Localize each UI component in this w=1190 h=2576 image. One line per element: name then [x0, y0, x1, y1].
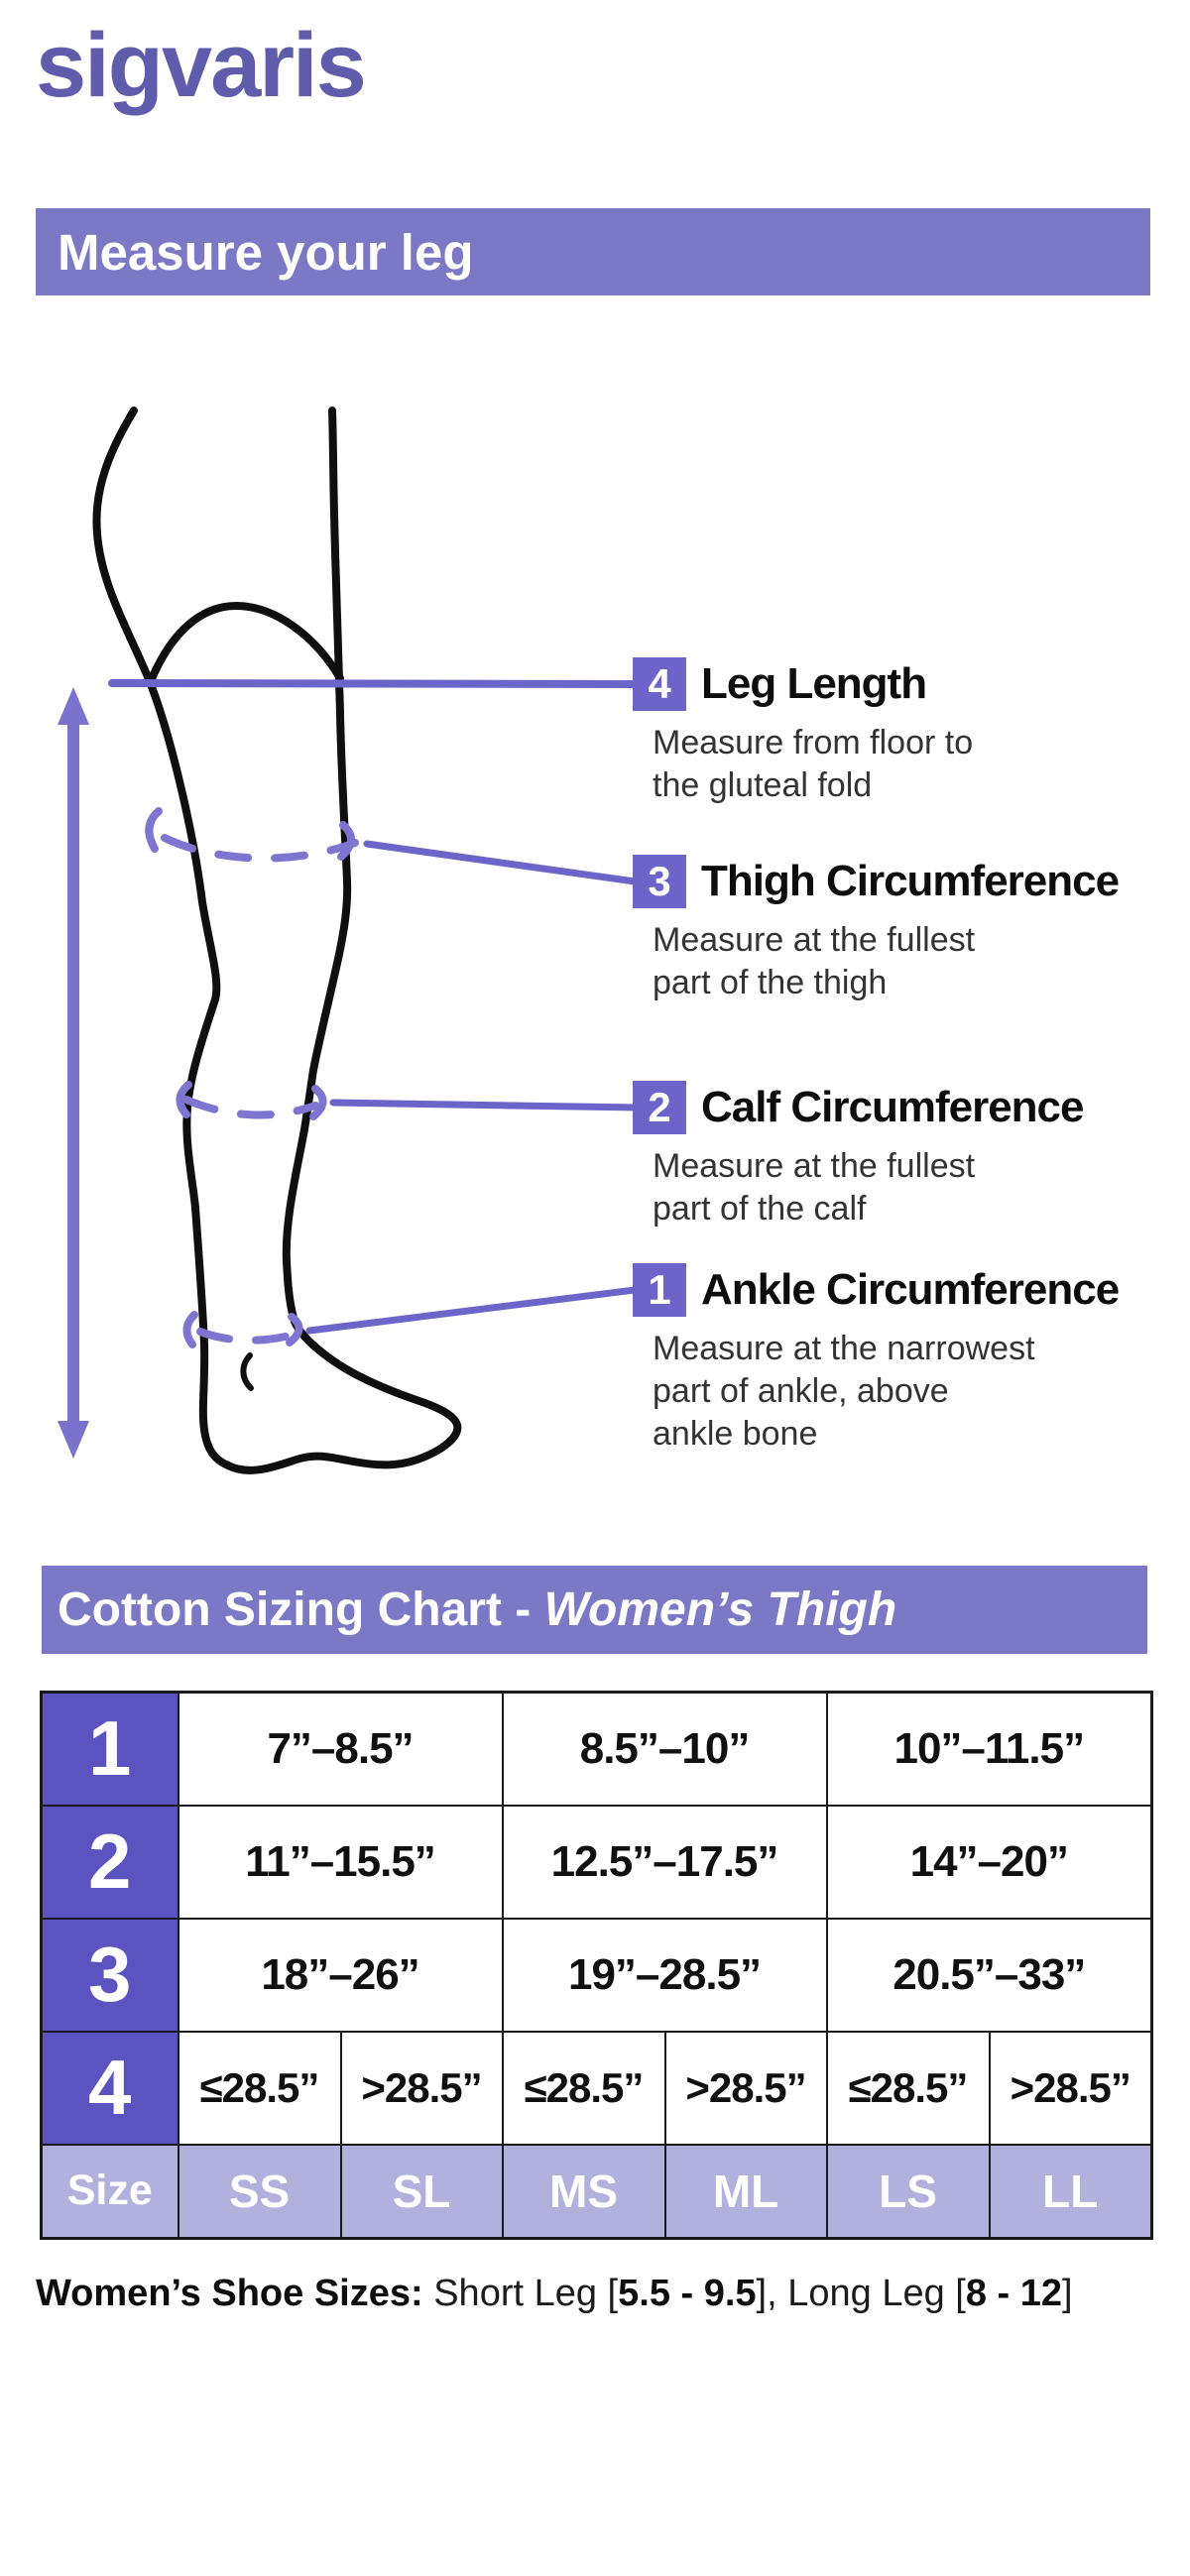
range-cell: ≤28.5”: [501, 2030, 666, 2146]
shoe-sizes-text: Short Leg [: [422, 2273, 619, 2314]
sizing-chart-title-italic: Women’s Thigh: [543, 1583, 897, 1636]
table-row-ankle: 1 7”–8.5” 8.5”–10” 10”–11.5”: [40, 1691, 1153, 1807]
range-cell: >28.5”: [988, 2030, 1153, 2146]
measurement-description: Measure at the fullest part of the calf: [653, 1147, 976, 1228]
range-cell: 11”–15.5”: [177, 1804, 504, 1920]
range-cell: 8.5”–10”: [501, 1691, 828, 1807]
range-cell: 7”–8.5”: [177, 1691, 504, 1807]
size-code-cell: LS: [825, 2143, 991, 2240]
leg-length-arrow: [58, 687, 89, 1459]
row-number: 2: [40, 1804, 179, 1920]
range-cell: ≤28.5”: [177, 2030, 342, 2146]
shoe-sizes-text: ], Long Leg [: [756, 2273, 966, 2314]
range-cell: 12.5”–17.5”: [501, 1804, 828, 1920]
range-cell: ≤28.5”: [825, 2030, 991, 2146]
measurement-title: Thigh Circumference: [701, 857, 1120, 905]
range-cell: 19”–28.5”: [501, 1917, 828, 2033]
range-cell: >28.5”: [339, 2030, 504, 2146]
step-number-badge: 2: [633, 1081, 686, 1134]
step-number-badge: 1: [633, 1263, 686, 1317]
dash-hooks: [145, 807, 355, 1348]
range-cell: 20.5”–33”: [825, 1917, 1153, 2033]
long-leg-range: 8 - 12: [965, 2273, 1063, 2314]
short-leg-range: 5.5 - 9.5: [618, 2273, 757, 2314]
step-number-badge: 4: [633, 657, 686, 711]
row-number: 1: [40, 1691, 179, 1807]
circumference-dashes: [161, 834, 359, 1345]
size-code-cell: MS: [501, 2143, 666, 2240]
leg-measurement-diagram: [58, 407, 639, 1474]
size-code-cell: LL: [988, 2143, 1153, 2240]
shoe-sizes-text: ]: [1062, 2273, 1073, 2314]
table-row-thigh: 3 18”–26” 19”–28.5” 20.5”–33”: [40, 1917, 1153, 2033]
calf-leader: [329, 1099, 639, 1112]
shoe-sizes-label: Women’s Shoe Sizes:: [36, 2273, 423, 2314]
calf-dash-line: [182, 1096, 319, 1119]
measurement-description: Measure at the fullest part of the thigh: [653, 921, 976, 1001]
annotation-calf-circumference: 2 Calf Circumference Measure at the full…: [633, 1081, 1188, 1230]
measurement-title: Calf Circumference: [701, 1083, 1084, 1131]
measurement-title: Leg Length: [701, 659, 927, 708]
annotation-thigh-circumference: 3 Thigh Circumference Measure at the ful…: [633, 855, 1188, 1004]
size-code-cell: SL: [339, 2143, 504, 2240]
section-title-measure: Measure your leg: [58, 223, 474, 281]
range-cell: 10”–11.5”: [825, 1691, 1153, 1807]
gluteal-fold-line: [147, 602, 344, 685]
leg-outline: [92, 407, 462, 1474]
size-code-cell: ML: [663, 2143, 828, 2240]
ankle-bone-mark: [240, 1352, 254, 1391]
shoe-sizes-note: Women’s Shoe Sizes: Short Leg [5.5 - 9.5…: [36, 2273, 1156, 2315]
section-header-sizing-chart: Cotton Sizing Chart - Women’s Thigh: [42, 1566, 1147, 1654]
ankle-leader: [305, 1286, 639, 1335]
brand-logo: sigvaris: [36, 15, 367, 116]
section-header-measure: Measure your leg: [36, 208, 1150, 295]
size-row-label: Size: [40, 2143, 179, 2240]
row-number: 3: [40, 1917, 179, 2033]
range-cell: 18”–26”: [177, 1917, 504, 2033]
sizing-chart-title: Cotton Sizing Chart -: [58, 1583, 544, 1636]
measurement-description: Measure at the narrowest part of ankle, …: [653, 1330, 1035, 1453]
table-row-calf: 2 11”–15.5” 12.5”–17.5” 14”–20”: [40, 1804, 1153, 1920]
range-cell: >28.5”: [663, 2030, 828, 2146]
range-cell: 14”–20”: [825, 1804, 1153, 1920]
thigh-dash-line: [161, 834, 359, 863]
leg-length-leader: [108, 679, 639, 688]
step-number-badge: 3: [633, 855, 686, 908]
measurement-title: Ankle Circumference: [701, 1265, 1120, 1314]
sizing-table: 1 7”–8.5” 8.5”–10” 10”–11.5” 2 11”–15.5”…: [40, 1691, 1154, 2240]
annotation-leg-length: 4 Leg Length Measure from floor to the g…: [633, 657, 1188, 807]
leader-lines: [108, 679, 639, 1335]
table-row-leg-length: 4 ≤28.5” >28.5” ≤28.5” >28.5” ≤28.5” >28…: [40, 2030, 1153, 2146]
size-code-cell: SS: [177, 2143, 342, 2240]
annotation-ankle-circumference: 1 Ankle Circumference Measure at the nar…: [633, 1263, 1188, 1456]
row-number: 4: [40, 2030, 179, 2146]
ankle-dash-line: [196, 1328, 298, 1345]
measurement-description: Measure from floor to the gluteal fold: [653, 724, 974, 804]
thigh-leader: [363, 840, 639, 885]
table-row-sizes: Size SS SL MS ML LS LL: [40, 2143, 1153, 2240]
